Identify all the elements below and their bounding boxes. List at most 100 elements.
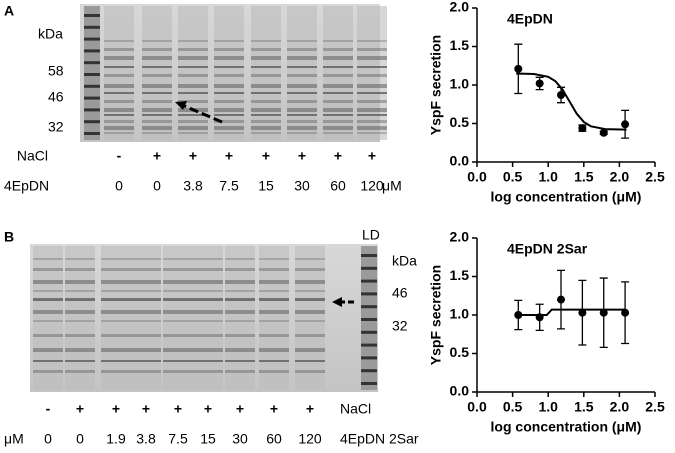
gel-band	[225, 310, 255, 314]
y-axis-label: YspF secretion	[428, 265, 444, 365]
x-tick-label: 1.0	[538, 399, 558, 415]
gel-band	[193, 370, 223, 373]
gel-band	[259, 258, 289, 260]
gel-band	[214, 120, 244, 123]
gel-band	[178, 74, 208, 77]
gel-band	[163, 298, 193, 301]
gel-band	[163, 268, 193, 271]
data-point	[557, 91, 566, 100]
nacl-sign: +	[142, 401, 150, 417]
gel-band	[178, 40, 208, 42]
arrow	[181, 103, 223, 124]
gel-band	[193, 298, 223, 301]
y-tick-label: 1.0	[450, 76, 470, 92]
concentration-label: 15	[258, 178, 274, 194]
x-tick-label: 0.5	[503, 169, 523, 185]
gel-band	[323, 56, 353, 60]
marker-label: 46	[48, 89, 64, 105]
concentration-label: 7.5	[168, 431, 188, 447]
x-tick-label: 2.0	[610, 399, 630, 415]
y-axis-label: YspF secretion	[428, 35, 444, 135]
gel-band	[225, 258, 255, 260]
data-point	[621, 120, 630, 129]
x-tick-label: 0.5	[503, 399, 523, 415]
gel-lane	[193, 246, 223, 390]
gel-band	[163, 258, 193, 260]
gel-band	[287, 132, 317, 134]
gel-band	[357, 114, 387, 116]
y-tick-label: 1.5	[450, 267, 470, 283]
gel-band	[287, 108, 317, 112]
gel-band	[33, 290, 63, 292]
gel-band	[163, 310, 193, 314]
gel-band	[259, 280, 289, 284]
gel-band	[104, 56, 134, 60]
gel-band	[295, 268, 325, 271]
gel-band	[142, 56, 172, 60]
ladder-band	[84, 84, 100, 88]
gel-band	[323, 48, 353, 51]
gel-band	[214, 84, 244, 88]
data-point	[535, 313, 544, 322]
ladder-band	[361, 305, 377, 309]
x-axis-label: log concentration (μM)	[491, 189, 642, 205]
gel-band	[295, 370, 325, 373]
arrow-head	[332, 297, 342, 307]
gel-band	[104, 120, 134, 123]
gel-band	[357, 100, 387, 103]
nacl-label: NaCl	[17, 148, 48, 164]
gel-band	[251, 108, 281, 112]
gel-band	[101, 320, 131, 322]
gel-band	[357, 66, 387, 68]
concentration-label: 60	[266, 431, 282, 447]
unit-label: μM	[382, 178, 402, 194]
gel-lane	[163, 246, 193, 390]
gel-band	[214, 66, 244, 68]
nacl-sign: -	[117, 148, 122, 164]
gel-band	[287, 48, 317, 51]
x-tick-label: 1.5	[574, 169, 594, 185]
gel-band	[104, 66, 134, 68]
ladder-band	[84, 132, 100, 135]
gel-band	[214, 126, 244, 130]
gel-band	[323, 132, 353, 134]
gel-band	[65, 298, 95, 301]
gel-band	[65, 320, 95, 322]
gel-band	[193, 310, 223, 314]
marker-label: 32	[48, 119, 64, 135]
gel-band	[357, 92, 387, 94]
gel-band	[163, 348, 193, 352]
arrow-head	[175, 101, 187, 110]
ladder-band	[361, 343, 377, 347]
nacl-sign: +	[76, 401, 84, 417]
x-tick-label: 2.5	[645, 399, 665, 415]
unit-label: kDa	[38, 26, 63, 42]
gel-band	[259, 334, 289, 337]
gel-band	[214, 48, 244, 51]
gel-band	[193, 360, 223, 362]
data-point	[599, 128, 608, 137]
gel-band	[357, 120, 387, 123]
gel-band	[295, 298, 325, 301]
nacl-sign: +	[112, 401, 120, 417]
gel-lane	[214, 6, 244, 140]
gel-band	[131, 290, 161, 292]
gel-band	[251, 126, 281, 130]
gel-lane	[357, 6, 387, 140]
gel-band	[178, 126, 208, 130]
chart-title: 4EpDN 2Sar	[507, 241, 588, 257]
gel-band	[131, 280, 161, 284]
gel-band	[142, 120, 172, 123]
ladder-band	[84, 108, 100, 112]
x-tick-label: 0.0	[467, 399, 487, 415]
y-tick-label: 1.0	[450, 306, 470, 322]
gel-band	[33, 258, 63, 260]
data-point	[621, 308, 630, 317]
gel-band	[101, 268, 131, 271]
gel-band	[142, 132, 172, 134]
gel-lane	[33, 246, 63, 390]
gel-band	[259, 360, 289, 362]
gel-band	[251, 66, 281, 68]
panel-label: A	[4, 3, 14, 19]
ladder-band	[84, 96, 100, 100]
